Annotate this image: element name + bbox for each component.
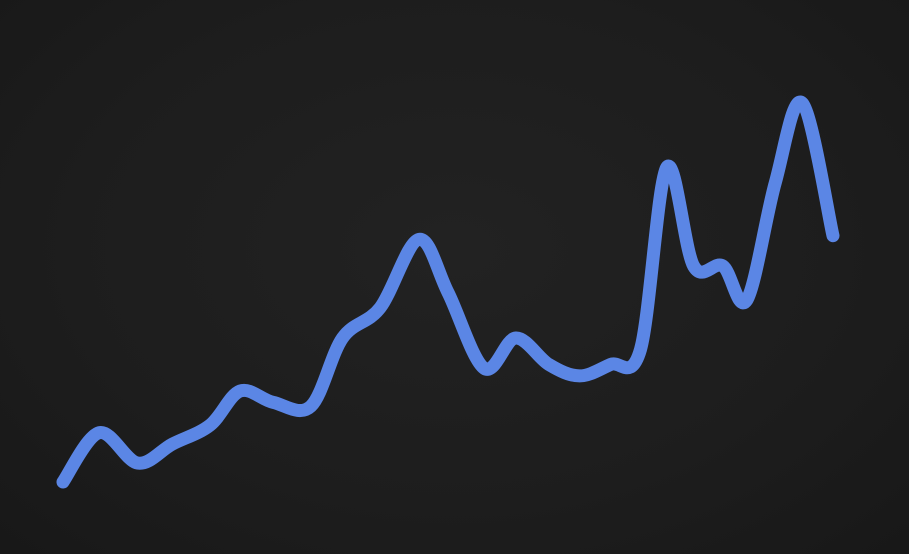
- series-line: [56, 95, 840, 489]
